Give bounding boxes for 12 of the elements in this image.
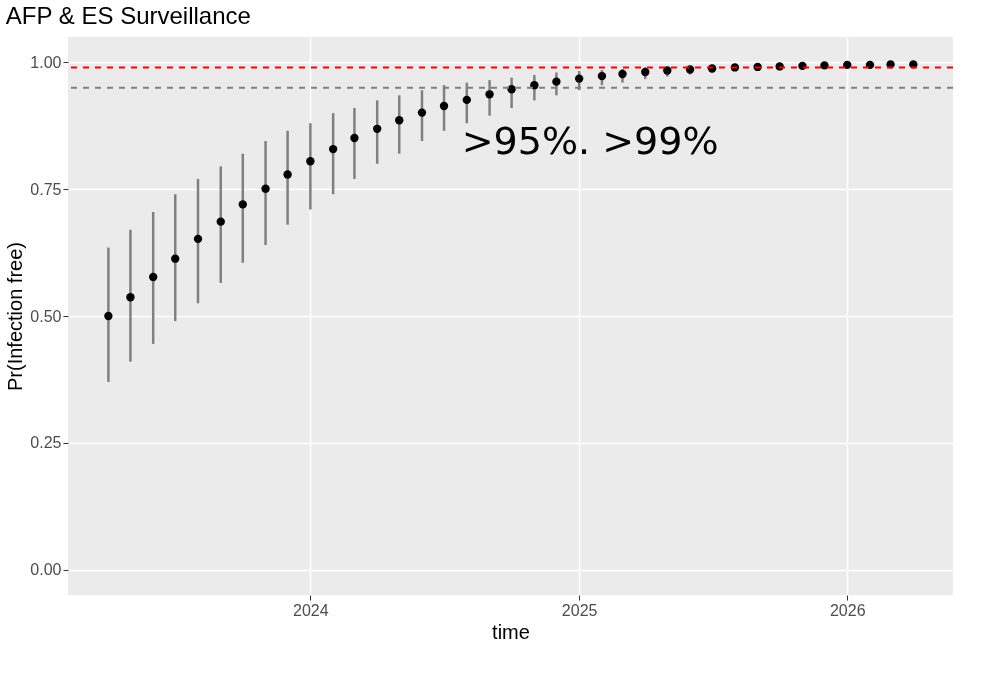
x-tick-label: 2025 xyxy=(561,601,598,619)
y-tick-label: 0.75 xyxy=(30,180,62,198)
y-tick-label: 0.50 xyxy=(30,307,62,325)
chart-title: AFP & ES Surveillance xyxy=(5,2,251,29)
x-axis-title: time xyxy=(492,620,530,643)
y-tick-label: 1.00 xyxy=(30,53,62,71)
x-tick-label: 2024 xyxy=(293,601,329,619)
x-tick-label: 2026 xyxy=(829,601,866,619)
annotation: >95%. >99% xyxy=(461,119,719,164)
y-axis-title: Pr(Infection free) xyxy=(4,242,27,391)
y-tick-label: 0.25 xyxy=(30,434,62,452)
y-tick-label: 0.00 xyxy=(30,561,62,579)
